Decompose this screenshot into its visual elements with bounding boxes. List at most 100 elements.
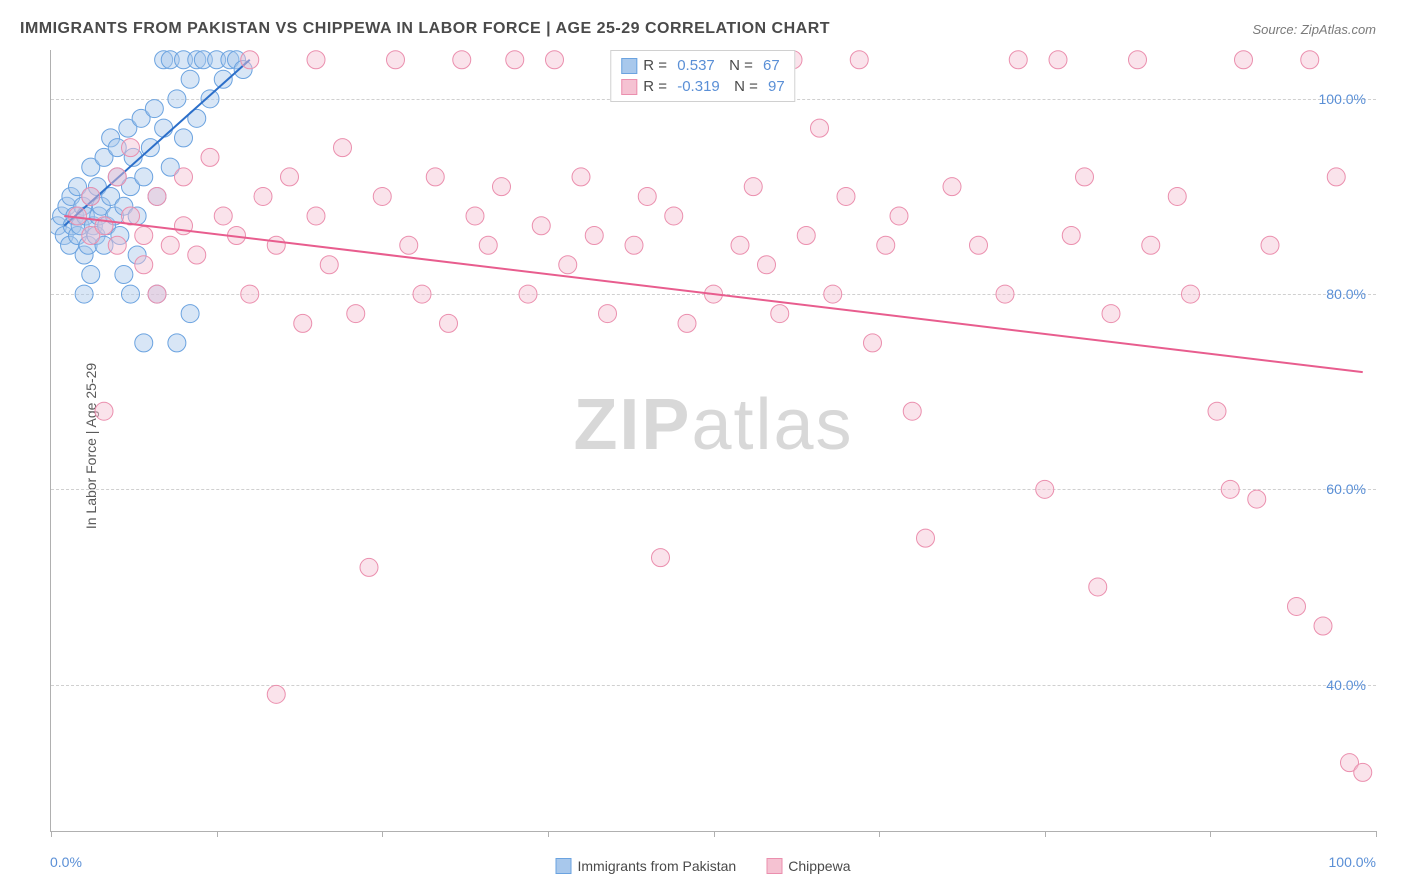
x-tick: [548, 831, 549, 837]
stats-n-value: 97: [768, 78, 785, 95]
data-point: [145, 100, 163, 118]
data-point: [135, 256, 153, 274]
data-point: [903, 402, 921, 420]
data-point: [108, 236, 126, 254]
x-tick: [879, 831, 880, 837]
data-point: [175, 129, 193, 147]
legend-item: Immigrants from Pakistan: [556, 858, 737, 874]
x-axis-max-label: 100.0%: [1329, 854, 1376, 870]
chart-title: IMMIGRANTS FROM PAKISTAN VS CHIPPEWA IN …: [20, 20, 830, 38]
data-point: [122, 139, 140, 157]
data-point: [811, 119, 829, 137]
data-point: [1129, 51, 1147, 69]
data-point: [413, 285, 431, 303]
stats-n-value: 67: [763, 57, 780, 74]
data-point: [546, 51, 564, 69]
legend-swatch: [556, 858, 572, 874]
stats-swatch: [621, 79, 637, 95]
data-point: [850, 51, 868, 69]
x-tick: [51, 831, 52, 837]
data-point: [135, 334, 153, 352]
data-point: [334, 139, 352, 157]
x-tick: [1045, 831, 1046, 837]
data-point: [466, 207, 484, 225]
data-point: [307, 207, 325, 225]
data-point: [400, 236, 418, 254]
x-tick: [1210, 831, 1211, 837]
data-point: [267, 236, 285, 254]
data-point: [214, 207, 232, 225]
data-point: [254, 187, 272, 205]
x-tick: [714, 831, 715, 837]
data-point: [1301, 51, 1319, 69]
data-point: [943, 178, 961, 196]
data-point: [175, 168, 193, 186]
data-point: [665, 207, 683, 225]
data-point: [1168, 187, 1186, 205]
data-point: [181, 305, 199, 323]
data-point: [771, 305, 789, 323]
data-point: [122, 285, 140, 303]
data-point: [744, 178, 762, 196]
data-point: [758, 256, 776, 274]
data-point: [1248, 490, 1266, 508]
data-point: [970, 236, 988, 254]
x-tick: [382, 831, 383, 837]
data-point: [864, 334, 882, 352]
data-point: [373, 187, 391, 205]
data-point: [82, 266, 100, 284]
data-point: [585, 226, 603, 244]
data-point: [1076, 168, 1094, 186]
data-point: [996, 285, 1014, 303]
data-point: [294, 314, 312, 332]
data-point: [1182, 285, 1200, 303]
data-point: [652, 549, 670, 567]
data-point: [320, 256, 338, 274]
data-point: [506, 51, 524, 69]
data-point: [201, 148, 219, 166]
data-point: [188, 246, 206, 264]
data-point: [559, 256, 577, 274]
data-point: [387, 51, 405, 69]
stats-swatch: [621, 58, 637, 74]
data-point: [1314, 617, 1332, 635]
data-point: [181, 70, 199, 88]
data-point: [75, 285, 93, 303]
data-point: [1261, 236, 1279, 254]
legend-label: Chippewa: [788, 858, 850, 874]
data-point: [214, 70, 232, 88]
legend-item: Chippewa: [766, 858, 850, 874]
data-point: [731, 236, 749, 254]
correlation-stats-box: R = 0.537 N = 67R = -0.319 N = 97: [610, 50, 795, 102]
data-point: [1235, 51, 1253, 69]
data-point: [493, 178, 511, 196]
data-point: [877, 236, 895, 254]
data-point: [1221, 480, 1239, 498]
data-point: [837, 187, 855, 205]
data-point: [599, 305, 617, 323]
legend-swatch: [766, 858, 782, 874]
data-point: [917, 529, 935, 547]
data-point: [241, 51, 259, 69]
data-point: [267, 685, 285, 703]
data-point: [1354, 763, 1372, 781]
stats-r-label: R =: [643, 78, 671, 95]
data-point: [281, 168, 299, 186]
data-point: [1049, 51, 1067, 69]
stats-n-label: N =: [726, 78, 762, 95]
data-point: [1102, 305, 1120, 323]
data-point: [201, 90, 219, 108]
data-point: [161, 236, 179, 254]
data-point: [638, 187, 656, 205]
source-attribution: Source: ZipAtlas.com: [1252, 22, 1376, 37]
data-point: [453, 51, 471, 69]
data-point: [168, 90, 186, 108]
x-tick: [217, 831, 218, 837]
stats-r-value: -0.319: [677, 78, 720, 95]
data-point: [824, 285, 842, 303]
data-point: [135, 226, 153, 244]
data-point: [1327, 168, 1345, 186]
data-point: [148, 285, 166, 303]
data-point: [625, 236, 643, 254]
bottom-legend: Immigrants from Pakistan Chippewa: [556, 858, 851, 874]
